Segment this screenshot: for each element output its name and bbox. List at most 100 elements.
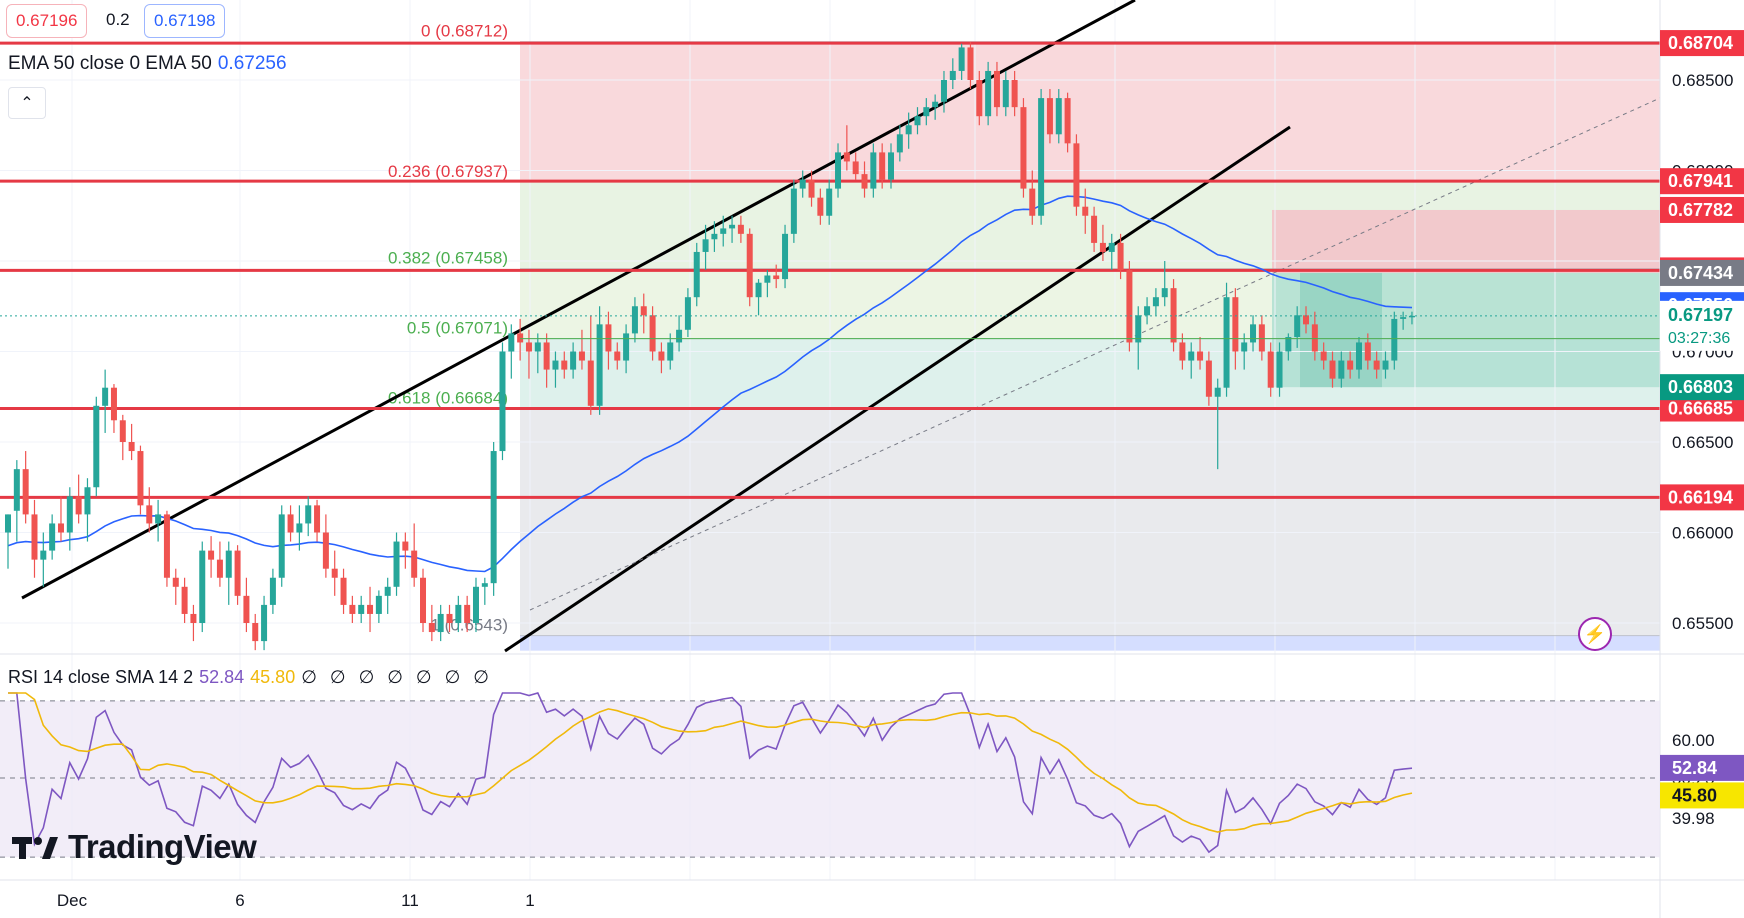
candle-body <box>190 613 197 623</box>
price-tick-label: 0.66000 <box>1672 524 1733 543</box>
rsi-value-label: 52.84 <box>1672 758 1717 778</box>
candle-body <box>755 282 762 298</box>
candle-body <box>428 623 435 633</box>
candle-body <box>93 405 100 488</box>
price-label: 0.66803 <box>1668 377 1733 397</box>
ema-legend-label: EMA 50 close 0 EMA 50 <box>8 53 212 74</box>
candle-body <box>322 532 329 569</box>
candle-body <box>684 297 691 330</box>
candle-body <box>269 577 276 605</box>
candle-body <box>578 351 585 361</box>
candle-body <box>914 116 921 126</box>
candle-body <box>499 351 506 452</box>
candle-body <box>199 550 206 623</box>
candle-body <box>667 342 674 361</box>
candle-body <box>773 275 780 280</box>
candle-body <box>552 360 559 370</box>
last-price-label: 0.67197 <box>1668 305 1733 325</box>
fib-zone-0618-1 <box>520 408 1660 636</box>
candle-body <box>861 174 868 189</box>
candle-body <box>84 487 91 515</box>
candle-body <box>631 306 638 334</box>
ema-legend[interactable]: EMA 50 close 0 EMA 50 0.67256 <box>8 53 287 75</box>
candle-body <box>137 451 144 506</box>
bid-price[interactable]: 0.67196 <box>6 4 88 38</box>
candle-body <box>119 420 126 442</box>
candle-body <box>570 351 577 370</box>
lightning-icon[interactable]: ⚡ <box>1578 617 1612 651</box>
candle-body <box>411 550 418 578</box>
rsi-legend-label: RSI 14 close SMA 14 2 <box>8 667 194 687</box>
rsi-legend-placeholders: ∅ ∅ ∅ ∅ ∅ ∅ ∅ <box>301 667 493 687</box>
rsi-legend-value: 52.84 <box>199 667 245 687</box>
short-position-stop-zone <box>1272 209 1660 273</box>
fib-level-label: 0.382 (0.67458) <box>388 249 508 268</box>
candle-body <box>349 604 356 614</box>
candle-body <box>746 233 753 298</box>
candle-body <box>905 125 912 135</box>
dashed-trend-line <box>529 97 1661 611</box>
fib-level-label: 0 (0.68712) <box>421 22 508 41</box>
candle-body <box>534 342 541 352</box>
candle-body <box>808 179 815 198</box>
rsi-sma-line <box>8 692 1413 833</box>
candle-body <box>1267 351 1274 388</box>
candle-body <box>1064 98 1071 144</box>
candle-body <box>208 550 215 560</box>
collapse-legend-button[interactable]: ⌃ <box>8 87 46 119</box>
time-tick-label: 6 <box>235 891 244 910</box>
candle-body <box>1347 360 1354 370</box>
candle-body <box>525 342 532 352</box>
candle-body <box>993 70 1000 108</box>
candle-body <box>340 577 347 605</box>
candle-body <box>737 224 744 234</box>
candle-body <box>1232 297 1239 352</box>
candle-body <box>278 514 285 578</box>
candle-body <box>835 152 842 189</box>
candle-body <box>1161 288 1168 298</box>
fib-level-label: 0.618 (0.66684) <box>388 389 508 408</box>
candle-body <box>1055 98 1062 135</box>
candle-body <box>1338 360 1345 379</box>
candle-body <box>561 360 568 370</box>
last-price-badge <box>1660 300 1744 351</box>
candle-body <box>1285 337 1292 352</box>
candle-body <box>817 197 824 216</box>
rsi-legend[interactable]: RSI 14 close SMA 14 2 52.84 45.80 ∅ ∅ ∅ ∅ ∅… <box>8 667 493 688</box>
time-tick-label: 11 <box>401 891 419 910</box>
time-tick-label: Dec <box>57 891 88 910</box>
candle-body <box>66 496 73 533</box>
candle-body <box>1038 98 1045 216</box>
candle-body <box>1117 242 1124 271</box>
candle-body <box>985 70 992 117</box>
candle-body <box>1020 107 1027 189</box>
candle-body <box>729 224 736 229</box>
candle-body <box>446 613 453 623</box>
candle-body <box>163 514 170 578</box>
channel-lower-line <box>504 125 1291 653</box>
price-badge <box>1660 259 1744 286</box>
candle-body <box>790 188 797 234</box>
candle-body <box>852 161 859 175</box>
candle-body <box>1144 306 1151 316</box>
candle-body <box>1011 80 1018 108</box>
candle-body <box>243 595 250 623</box>
key-level-label: 0.66194 <box>1668 487 1733 507</box>
candle-body <box>216 559 223 578</box>
candle-body <box>596 324 603 406</box>
candle-body <box>702 239 709 252</box>
candle-body <box>490 451 497 584</box>
ema-50-polyline <box>7 195 1413 573</box>
candle-body <box>967 47 974 80</box>
price-tick-label: 0.65500 <box>1672 614 1733 633</box>
candle-body <box>508 333 515 352</box>
candle-body <box>102 387 109 406</box>
ask-price[interactable]: 0.67198 <box>144 4 226 38</box>
tradingview-logo[interactable]: TradingView <box>12 828 257 866</box>
candle-body <box>1382 360 1389 370</box>
candle-body <box>296 523 303 533</box>
candle-body <box>181 586 188 614</box>
rsi-tick-label: 60.00 <box>1672 731 1715 750</box>
